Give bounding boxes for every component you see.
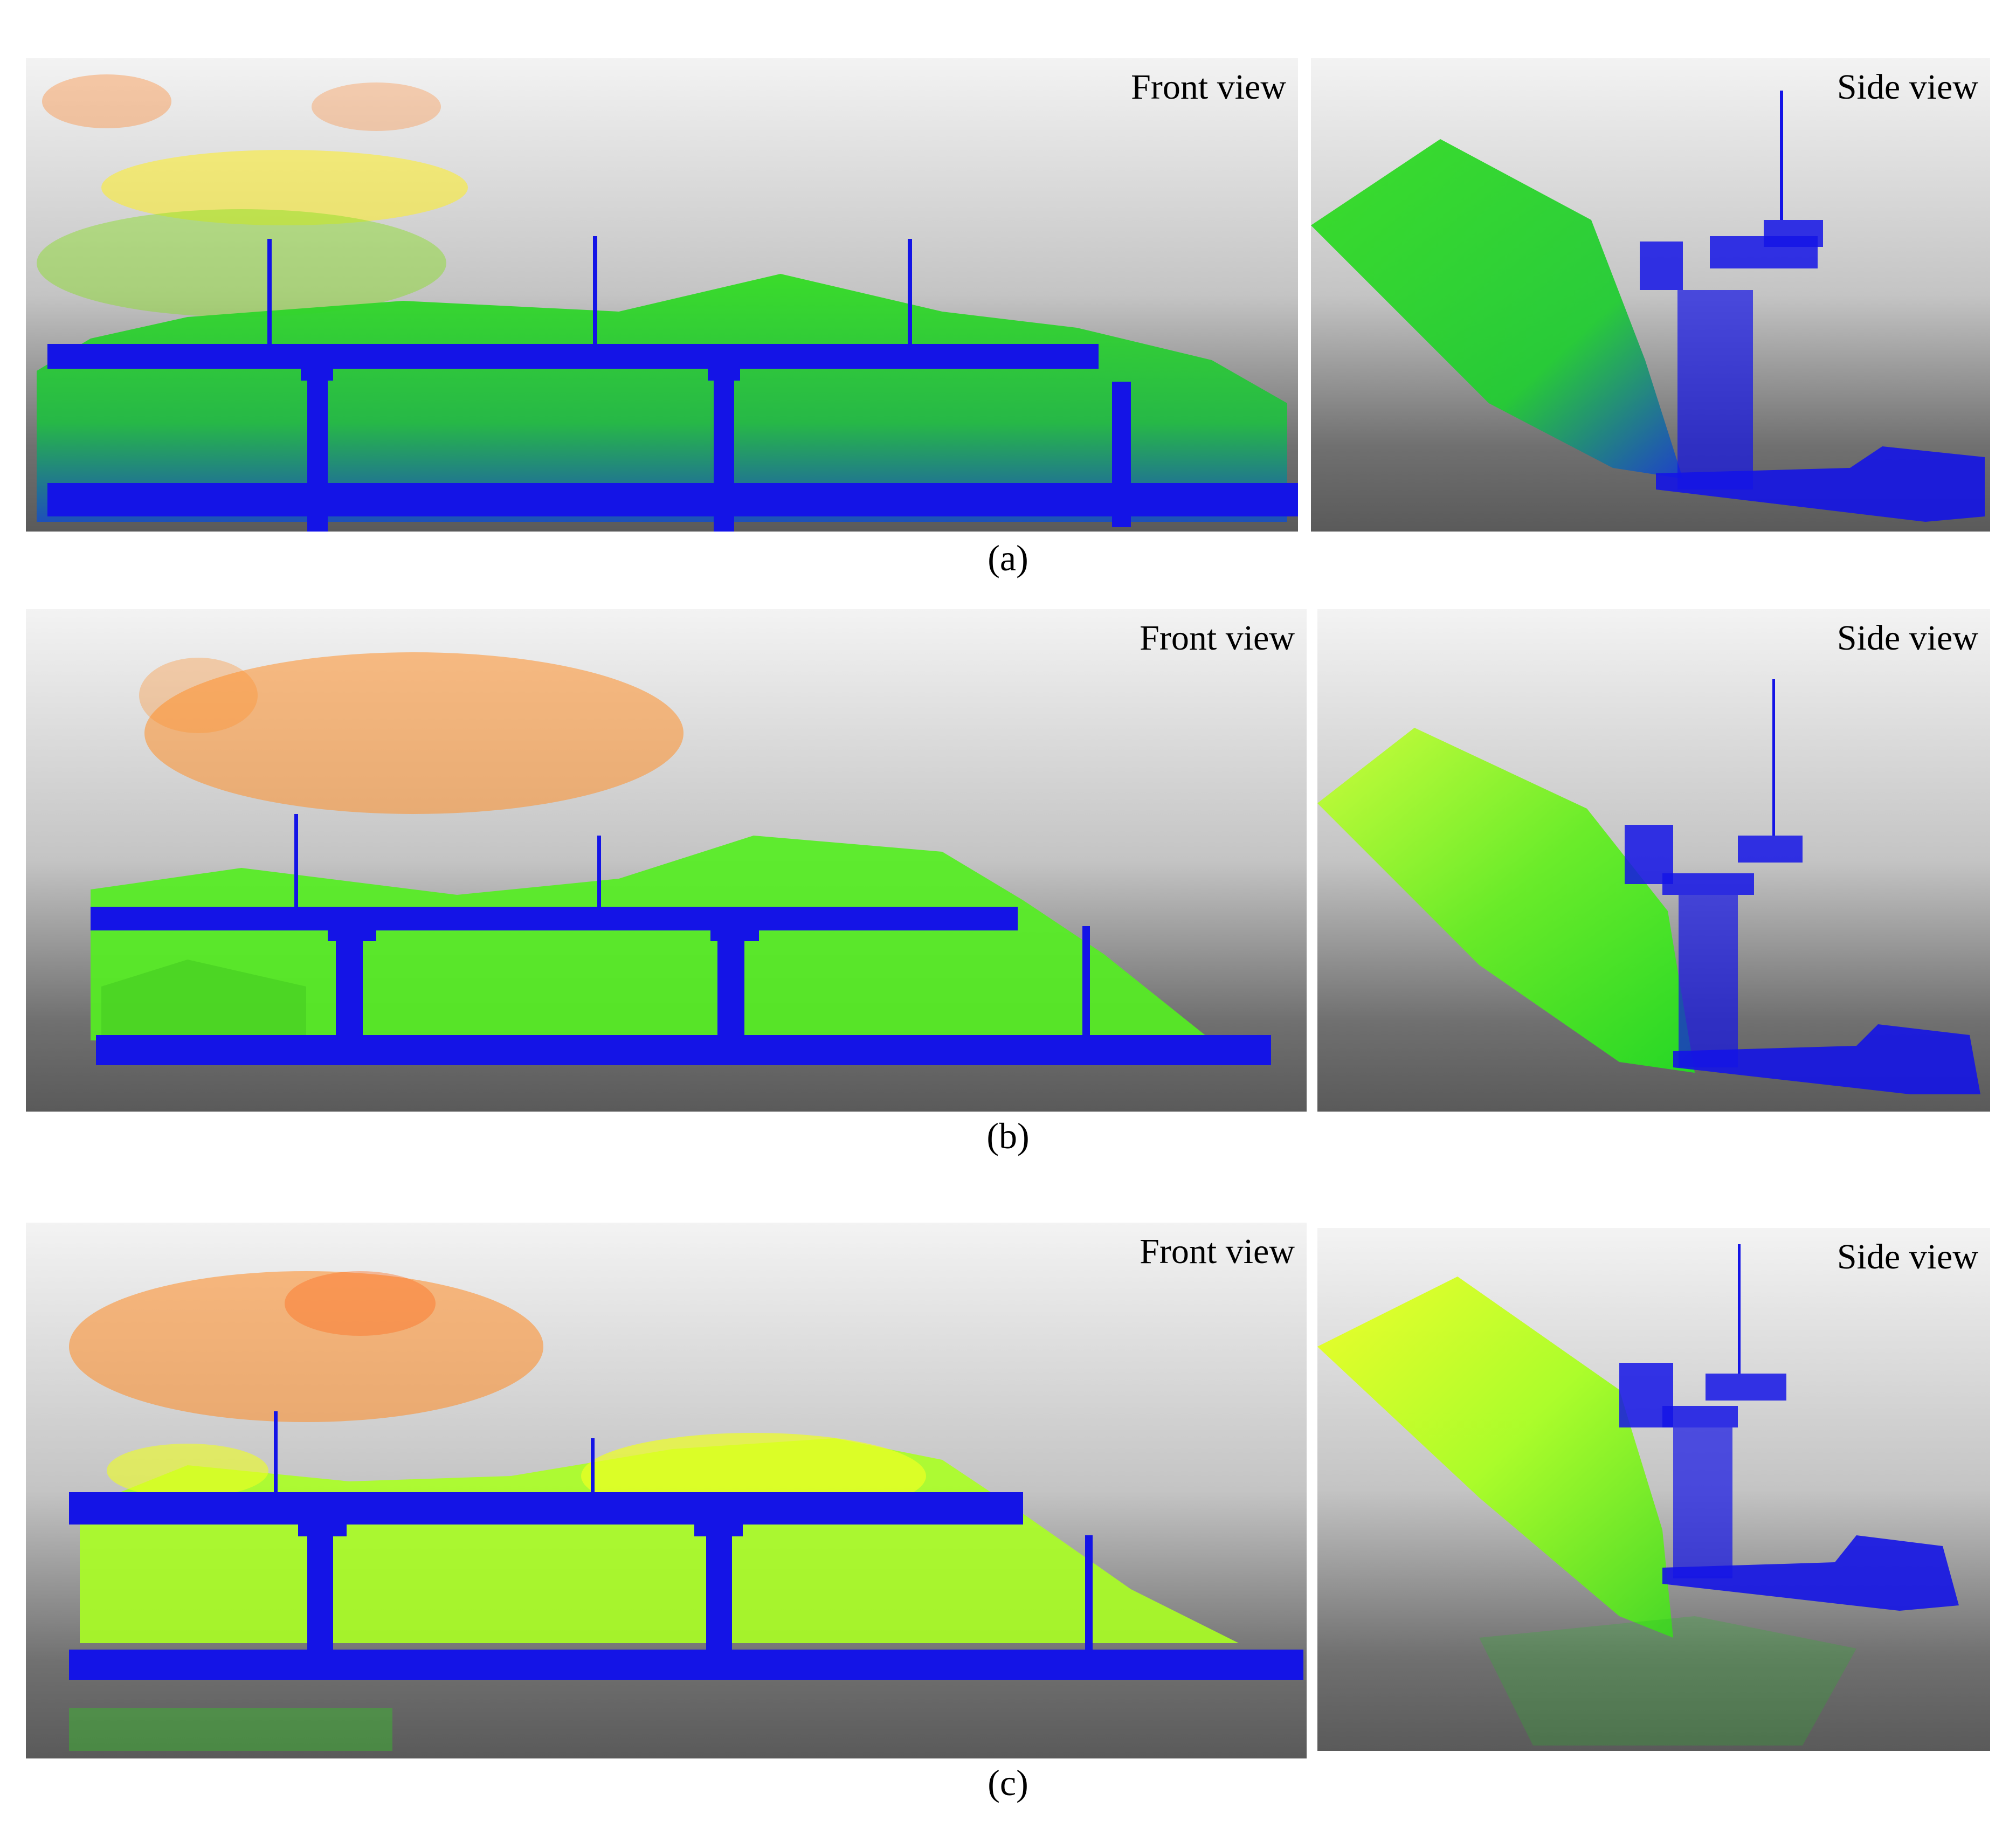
light-pole-a <box>267 239 272 347</box>
pier-cap-a <box>1640 242 1683 290</box>
light-pole-side-c <box>1738 1244 1741 1374</box>
bridge-deck-b <box>91 907 1018 930</box>
front-view-panel-a: Front view <box>26 58 1298 532</box>
vegetation-cloud-c <box>80 1438 1239 1643</box>
front-point-cloud-a <box>37 74 1298 532</box>
front-point-cloud-b <box>91 652 1271 1065</box>
pier-column-c <box>1673 1427 1732 1578</box>
sky-noise-a <box>42 74 171 128</box>
ground-side-c <box>1662 1535 1959 1611</box>
front-view-panel-b: Front view <box>26 609 1307 1112</box>
ground-a <box>47 483 1298 516</box>
side-view-panel-a: Side view <box>1311 58 1990 532</box>
side-view-label-b: Side view <box>1837 618 1978 658</box>
side-point-cloud-c <box>1317 1244 1959 1746</box>
pier-column-b <box>1679 895 1738 1067</box>
vegetation-cloud-a <box>37 274 1287 522</box>
front-view-label-a: Front view <box>1131 67 1286 107</box>
light-pole-side-a <box>1780 91 1783 220</box>
ground-side-b <box>1673 1024 1980 1094</box>
ground-c <box>69 1650 1303 1680</box>
light-pole-c <box>274 1411 278 1495</box>
front-view-label-c: Front view <box>1140 1232 1295 1271</box>
caption-c: (c) <box>988 1762 1028 1803</box>
caption-b: (b) <box>986 1115 1030 1156</box>
slope-vegetation-a <box>1311 139 1683 479</box>
slope-vegetation-c <box>1317 1277 1673 1638</box>
front-view-panel-c: Front view <box>26 1223 1307 1758</box>
sky-noise-b <box>144 652 683 814</box>
caption-a: (a) <box>988 537 1028 578</box>
sky-noise-c <box>69 1271 543 1422</box>
front-view-label-b: Front view <box>1140 618 1295 658</box>
bridge-deck-a <box>47 344 1099 369</box>
side-point-cloud-a <box>1311 91 1985 522</box>
bridge-deck-c <box>69 1492 1023 1525</box>
light-pole-side-b <box>1772 679 1775 836</box>
ground-side-a <box>1656 446 1985 522</box>
front-point-cloud-c <box>69 1271 1303 1751</box>
side-view-label-c: Side view <box>1837 1237 1978 1277</box>
side-point-cloud-b <box>1317 679 1980 1094</box>
vegetation-cloud-b <box>91 836 1212 1040</box>
ground-b <box>96 1035 1271 1065</box>
side-view-panel-b: Side view <box>1317 609 1990 1112</box>
side-view-panel-c: Side view <box>1317 1228 1990 1751</box>
pier-column-a <box>1677 290 1753 489</box>
light-pole-b <box>294 814 298 908</box>
bridge-pier-c <box>307 1535 333 1654</box>
slope-vegetation-b <box>1317 728 1695 1073</box>
bridge-pier-b <box>336 940 363 1048</box>
side-view-label-a: Side view <box>1837 67 1978 107</box>
treetop-cloud-a <box>101 150 468 225</box>
